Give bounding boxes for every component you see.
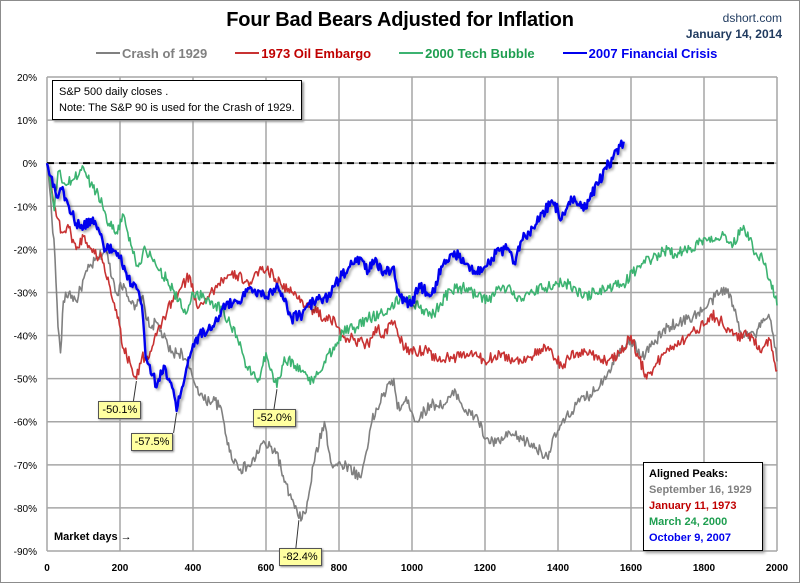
annotation-callout: -52.0% bbox=[252, 409, 296, 428]
y-tick-label: 0% bbox=[23, 159, 38, 170]
peak-1973: January 11, 1973 bbox=[649, 500, 737, 512]
annotation-leader bbox=[173, 412, 178, 434]
x-axis-ticks: 0 200 400 600 800 1000 1200 1400 1600 1800 2000 bbox=[44, 563, 788, 574]
legend-item-2007: 2007 Financial Crisis bbox=[562, 45, 718, 61]
note-line-2: Note: The S&P 90 is used for the Crash o… bbox=[59, 102, 295, 114]
x-tick-label: 2000 bbox=[766, 563, 789, 574]
x-tick-label: 1000 bbox=[401, 563, 424, 574]
annotation-leader bbox=[295, 520, 300, 549]
source-site: dshort.com bbox=[722, 11, 782, 25]
x-tick-label: 1800 bbox=[693, 563, 716, 574]
legend-item-2000: 2000 Tech Bubble bbox=[399, 45, 535, 61]
aligned-peaks-box: Aligned Peaks: September 16, 1929 Januar… bbox=[643, 462, 763, 551]
annotation-leaders bbox=[132, 380, 300, 549]
annotation-callout: -50.1% bbox=[98, 401, 142, 420]
legend-item-1929: Crash of 1929 bbox=[96, 45, 207, 61]
annotation-leader bbox=[273, 389, 278, 410]
legend-swatch-2000 bbox=[399, 52, 424, 54]
series-line-2000-tech-bubble bbox=[46, 163, 778, 389]
x-tick-label: 1600 bbox=[620, 563, 643, 574]
x-tick-label: 400 bbox=[185, 563, 202, 574]
y-tick-label: -10% bbox=[14, 202, 37, 213]
y-tick-label: -20% bbox=[14, 245, 37, 256]
legend-label-1973: 1973 Oil Embargo bbox=[261, 45, 372, 61]
peaks-heading: Aligned Peaks: bbox=[649, 468, 728, 480]
chart-legend: Crash of 1929 1973 Oil Embargo 2000 Tech… bbox=[96, 45, 745, 61]
peak-2007: October 9, 2007 bbox=[649, 532, 731, 544]
y-tick-label: -80% bbox=[14, 504, 37, 515]
legend-swatch-1929 bbox=[96, 52, 120, 54]
legend-swatch-1973 bbox=[235, 52, 260, 54]
y-tick-label: -70% bbox=[14, 461, 37, 472]
x-tick-label: 800 bbox=[331, 563, 348, 574]
annotation-callout: -57.5% bbox=[130, 432, 174, 451]
chart-title: Four Bad Bears Adjusted for Inflation bbox=[226, 9, 574, 31]
y-tick-label: -90% bbox=[14, 547, 37, 558]
y-tick-label: -60% bbox=[14, 418, 37, 429]
source-block: dshort.com January 14, 2014 bbox=[686, 10, 782, 42]
y-tick-label: 20% bbox=[17, 73, 37, 84]
annotation-callout: -82.4% bbox=[278, 548, 322, 567]
legend-item-1973: 1973 Oil Embargo bbox=[235, 45, 371, 61]
x-axis-label: Market days → bbox=[54, 531, 132, 543]
peak-2000: March 24, 2000 bbox=[649, 516, 728, 528]
series-line-crash-of-1929 bbox=[46, 163, 778, 522]
y-tick-label: -50% bbox=[14, 375, 37, 386]
legend-label-2007: 2007 Financial Crisis bbox=[588, 45, 718, 61]
legend-label-1929: Crash of 1929 bbox=[122, 45, 208, 61]
y-tick-label: -40% bbox=[14, 332, 37, 343]
y-tick-label: 10% bbox=[17, 116, 37, 127]
y-axis-ticks: 20% 10% 0% -10% -20% -30% -40% -50% -60% -70% -80%… bbox=[14, 73, 37, 558]
legend-label-2000: 2000 Tech Bubble bbox=[425, 45, 535, 61]
series-line-1973-oil-embargo bbox=[46, 162, 778, 380]
x-tick-label: 1400 bbox=[547, 563, 570, 574]
peak-1929: September 16, 1929 bbox=[649, 484, 752, 496]
note-box: S&P 500 daily closes . Note: The S&P 90 … bbox=[52, 80, 302, 120]
x-tick-label: 0 bbox=[44, 563, 50, 574]
x-tick-label: 200 bbox=[112, 563, 129, 574]
series-line-2007-financial-crisis bbox=[45, 139, 625, 413]
note-line-1: S&P 500 daily closes . bbox=[59, 86, 169, 98]
y-tick-label: -30% bbox=[14, 288, 37, 299]
source-date: January 14, 2014 bbox=[685, 27, 782, 41]
series-lines bbox=[45, 139, 778, 522]
legend-swatch-2007 bbox=[562, 52, 587, 54]
x-tick-label: 1200 bbox=[474, 563, 497, 574]
x-tick-label: 600 bbox=[258, 563, 275, 574]
annotation-leader bbox=[132, 380, 137, 402]
